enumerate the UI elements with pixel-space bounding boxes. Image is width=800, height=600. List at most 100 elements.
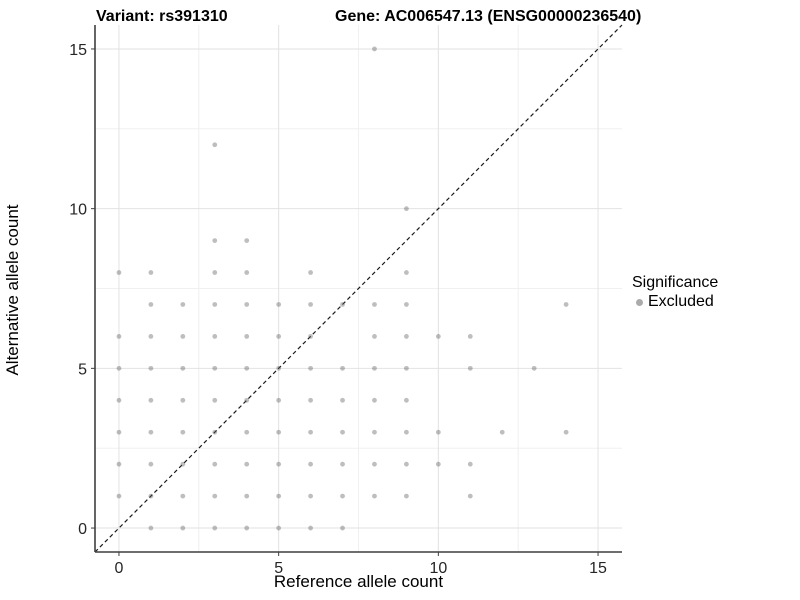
data-point	[308, 365, 313, 371]
data-point	[372, 46, 377, 52]
data-point	[148, 397, 154, 403]
data-point	[531, 365, 537, 371]
data-point	[404, 493, 409, 499]
data-point	[404, 397, 409, 403]
data-point	[148, 429, 154, 435]
data-point	[148, 270, 154, 275]
data-point	[116, 493, 122, 499]
data-point	[148, 461, 154, 467]
data-point	[180, 397, 186, 403]
data-point	[276, 365, 282, 371]
data-point	[404, 461, 409, 467]
data-point	[212, 270, 218, 275]
data-point	[148, 525, 154, 531]
y-tick-label: 5	[78, 361, 87, 378]
legend-point-icon	[636, 298, 643, 306]
data-point	[212, 461, 218, 467]
data-point	[116, 461, 122, 467]
data-point	[340, 302, 345, 307]
data-point	[276, 525, 282, 531]
data-point	[244, 429, 250, 435]
legend: Significance Excluded	[632, 274, 718, 311]
data-point	[276, 429, 282, 435]
data-point	[244, 238, 250, 243]
data-point	[244, 461, 250, 467]
data-point	[404, 365, 409, 371]
variant-title: Variant: rs391310	[96, 8, 228, 25]
data-point	[340, 525, 345, 531]
data-point	[435, 334, 441, 339]
data-point	[148, 365, 154, 371]
legend-entry-excluded: Excluded	[632, 293, 718, 311]
data-point	[467, 365, 473, 371]
data-point	[435, 429, 441, 435]
data-point	[372, 429, 377, 435]
data-point	[467, 493, 473, 499]
data-point	[244, 270, 250, 275]
data-point	[212, 493, 218, 499]
data-point	[180, 365, 186, 371]
data-point	[372, 334, 377, 339]
y-tick-label: 15	[69, 42, 87, 59]
data-point	[116, 365, 122, 371]
data-point	[372, 493, 377, 499]
data-point	[212, 397, 218, 403]
data-point	[276, 397, 282, 403]
data-point	[276, 461, 282, 467]
data-point	[308, 302, 313, 307]
data-point	[372, 302, 377, 307]
x-axis-label: Reference allele count	[273, 572, 444, 591]
data-point	[244, 302, 250, 307]
data-point	[308, 334, 313, 339]
x-tick-label: 10	[429, 560, 447, 577]
data-point	[212, 302, 218, 307]
gene-title: Gene: AC006547.13 (ENSG00000236540)	[335, 8, 642, 25]
data-point	[404, 206, 409, 212]
data-point	[340, 493, 345, 499]
data-point	[340, 397, 345, 403]
data-point	[308, 397, 313, 403]
data-point	[435, 461, 441, 467]
data-point	[340, 365, 345, 371]
legend-title: Significance	[632, 274, 719, 291]
data-point	[212, 334, 218, 339]
data-point	[467, 334, 473, 339]
data-point	[244, 493, 250, 499]
data-point	[404, 270, 409, 275]
data-point	[116, 397, 122, 403]
y-axis-label: Alternative allele count	[3, 204, 22, 376]
data-point	[372, 397, 377, 403]
data-point	[180, 334, 186, 339]
data-point	[244, 334, 250, 339]
data-point	[276, 302, 282, 307]
data-point	[404, 302, 409, 307]
data-point	[276, 334, 282, 339]
data-point	[212, 429, 218, 435]
data-point	[244, 365, 250, 371]
data-point	[404, 334, 409, 339]
data-point	[499, 429, 505, 435]
data-point	[212, 142, 218, 148]
data-point	[372, 365, 377, 371]
data-point	[563, 429, 569, 435]
data-point	[308, 461, 313, 467]
x-tick-label: 15	[589, 560, 607, 577]
data-point	[116, 270, 122, 275]
data-point	[372, 461, 377, 467]
data-point	[308, 525, 313, 531]
x-tick-label: 0	[115, 560, 124, 577]
data-point	[563, 302, 569, 307]
data-point	[340, 461, 345, 467]
data-point	[116, 334, 122, 339]
data-point	[276, 493, 282, 499]
data-point	[308, 429, 313, 435]
data-point	[467, 461, 473, 467]
identity-line	[94, 24, 623, 553]
data-point	[340, 429, 345, 435]
data-point	[244, 525, 250, 531]
data-point	[148, 334, 154, 339]
data-point	[180, 461, 186, 467]
x-tick-label: 5	[274, 560, 283, 577]
data-point	[180, 493, 186, 499]
